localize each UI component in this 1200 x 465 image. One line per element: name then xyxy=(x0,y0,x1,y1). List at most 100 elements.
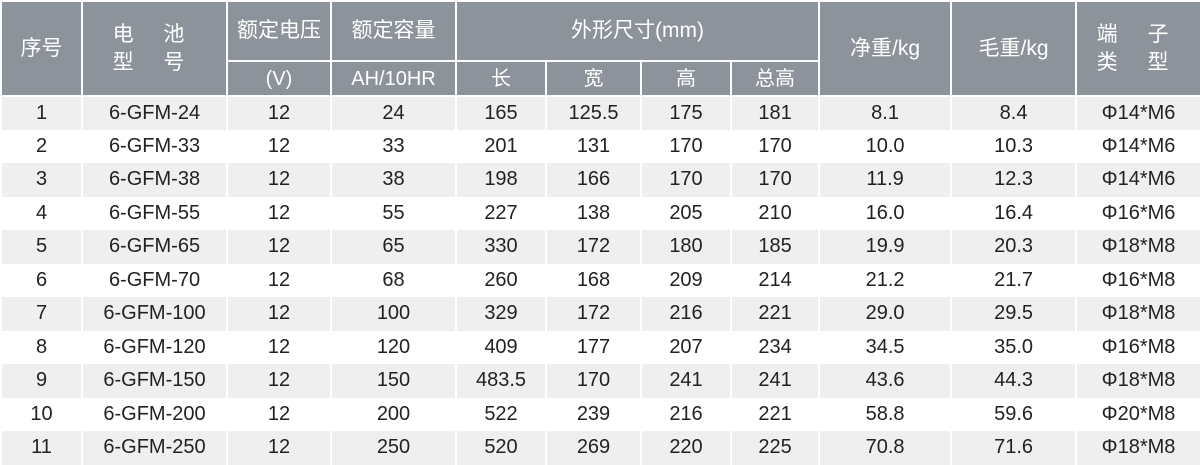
cell-net-weight: 16.0 xyxy=(818,196,953,230)
cell-net-weight: 34.5 xyxy=(818,330,953,364)
table-row: 2 6-GFM-33 12 33 201 131 170 170 10.0 10.3 Φ14*M6 xyxy=(0,129,1200,163)
cell-terminal: Φ16*M8 xyxy=(1075,263,1200,297)
header-terminal-line1: 端 子 xyxy=(1096,22,1181,46)
cell-width: 138 xyxy=(545,196,642,230)
cell-seq: 9 xyxy=(0,364,83,398)
table-row: 11 6-GFM-250 12 250 520 269 220 225 70.8 71.6 Φ18*… xyxy=(0,431,1200,465)
header-net-weight: 净重/kg xyxy=(818,0,953,97)
cell-terminal: Φ18*M8 xyxy=(1075,431,1200,465)
cell-capacity: 33 xyxy=(330,129,457,163)
cell-seq: 2 xyxy=(0,129,83,163)
table-row: 3 6-GFM-38 12 38 198 166 170 170 11.9 12.3 Φ14*M6 xyxy=(0,163,1200,197)
cell-voltage: 12 xyxy=(226,263,332,297)
header-length: 长 xyxy=(455,60,547,97)
cell-model: 6-GFM-55 xyxy=(81,196,228,230)
cell-height: 180 xyxy=(640,230,732,264)
cell-model: 6-GFM-65 xyxy=(81,230,228,264)
cell-net-weight: 11.9 xyxy=(818,163,953,197)
header-model: 电 池型 号 xyxy=(81,0,228,97)
cell-capacity: 38 xyxy=(330,163,457,197)
cell-model: 6-GFM-200 xyxy=(81,397,228,431)
cell-gross-weight: 44.3 xyxy=(950,364,1078,398)
cell-length: 201 xyxy=(455,129,547,163)
cell-width: 269 xyxy=(545,431,642,465)
cell-capacity: 150 xyxy=(330,364,457,398)
cell-length: 522 xyxy=(455,397,547,431)
cell-total-height: 221 xyxy=(729,397,821,431)
cell-voltage: 12 xyxy=(226,297,332,331)
header-width: 宽 xyxy=(545,60,642,97)
cell-capacity: 65 xyxy=(330,230,457,264)
cell-width: 172 xyxy=(545,230,642,264)
cell-width: 131 xyxy=(545,129,642,163)
header-total-height: 总高 xyxy=(729,60,821,97)
header-model-line1: 电 池 xyxy=(112,22,197,46)
cell-terminal: Φ16*M8 xyxy=(1075,330,1200,364)
cell-width: 168 xyxy=(545,263,642,297)
cell-width: 239 xyxy=(545,397,642,431)
table-row: 5 6-GFM-65 12 65 330 172 180 185 19.9 20.3 Φ18*M8 xyxy=(0,230,1200,264)
cell-length: 520 xyxy=(455,431,547,465)
cell-height: 209 xyxy=(640,263,732,297)
cell-terminal: Φ14*M6 xyxy=(1075,163,1200,197)
cell-seq: 5 xyxy=(0,230,83,264)
cell-net-weight: 58.8 xyxy=(818,397,953,431)
cell-seq: 3 xyxy=(0,163,83,197)
cell-net-weight: 19.9 xyxy=(818,230,953,264)
cell-net-weight: 10.0 xyxy=(818,129,953,163)
cell-height: 170 xyxy=(640,163,732,197)
table-row: 8 6-GFM-120 12 120 409 177 207 234 34.5 35.0 Φ16*M… xyxy=(0,330,1200,364)
cell-capacity: 24 xyxy=(330,96,457,130)
cell-terminal: Φ14*M6 xyxy=(1075,96,1200,130)
cell-terminal: Φ20*M8 xyxy=(1075,397,1200,431)
cell-gross-weight: 35.0 xyxy=(950,330,1078,364)
header-voltage-unit: (V) xyxy=(226,60,332,97)
cell-length: 227 xyxy=(455,196,547,230)
header-model-line2: 型 号 xyxy=(112,50,197,74)
cell-gross-weight: 8.4 xyxy=(950,96,1078,130)
cell-model: 6-GFM-150 xyxy=(81,364,228,398)
header-height: 高 xyxy=(640,60,732,97)
cell-model: 6-GFM-120 xyxy=(81,330,228,364)
cell-model: 6-GFM-70 xyxy=(81,263,228,297)
cell-total-height: 210 xyxy=(729,196,821,230)
cell-length: 260 xyxy=(455,263,547,297)
cell-terminal: Φ18*M8 xyxy=(1075,364,1200,398)
cell-width: 125.5 xyxy=(545,96,642,130)
table-body: 1 6-GFM-24 12 24 165 125.5 175 181 8.1 8.4 Φ14*M6 2… xyxy=(0,96,1200,465)
cell-total-height: 225 xyxy=(729,431,821,465)
table-row: 4 6-GFM-55 12 55 227 138 205 210 16.0 16.4 Φ16*M6 xyxy=(0,196,1200,230)
cell-capacity: 55 xyxy=(330,196,457,230)
cell-seq: 11 xyxy=(0,431,83,465)
cell-width: 166 xyxy=(545,163,642,197)
cell-seq: 6 xyxy=(0,263,83,297)
cell-gross-weight: 59.6 xyxy=(950,397,1078,431)
cell-length: 483.5 xyxy=(455,364,547,398)
cell-gross-weight: 71.6 xyxy=(950,431,1078,465)
cell-width: 177 xyxy=(545,330,642,364)
cell-height: 175 xyxy=(640,96,732,130)
header-seq: 序号 xyxy=(0,0,83,97)
header-dimensions: 外形尺寸(mm) xyxy=(454,0,821,62)
cell-length: 329 xyxy=(455,297,547,331)
cell-terminal: Φ18*M8 xyxy=(1075,297,1200,331)
cell-seq: 8 xyxy=(0,330,83,364)
cell-total-height: 185 xyxy=(729,230,821,264)
cell-seq: 4 xyxy=(0,196,83,230)
cell-length: 409 xyxy=(455,330,547,364)
cell-voltage: 12 xyxy=(226,364,332,398)
cell-height: 170 xyxy=(640,129,732,163)
header-gross-weight: 毛重/kg xyxy=(950,0,1078,97)
cell-height: 216 xyxy=(640,397,732,431)
table-row: 6 6-GFM-70 12 68 260 168 209 214 21.2 21.7 Φ16*M8 xyxy=(0,263,1200,297)
header-voltage: 额定电压 xyxy=(226,0,332,62)
cell-capacity: 250 xyxy=(330,431,457,465)
header-terminal-line2: 类 型 xyxy=(1096,50,1181,74)
cell-height: 205 xyxy=(640,196,732,230)
cell-model: 6-GFM-100 xyxy=(81,297,228,331)
table-row: 1 6-GFM-24 12 24 165 125.5 175 181 8.1 8.4 Φ14*M6 xyxy=(0,96,1200,130)
cell-height: 216 xyxy=(640,297,732,331)
cell-voltage: 12 xyxy=(226,96,332,130)
cell-net-weight: 70.8 xyxy=(818,431,953,465)
cell-length: 330 xyxy=(455,230,547,264)
